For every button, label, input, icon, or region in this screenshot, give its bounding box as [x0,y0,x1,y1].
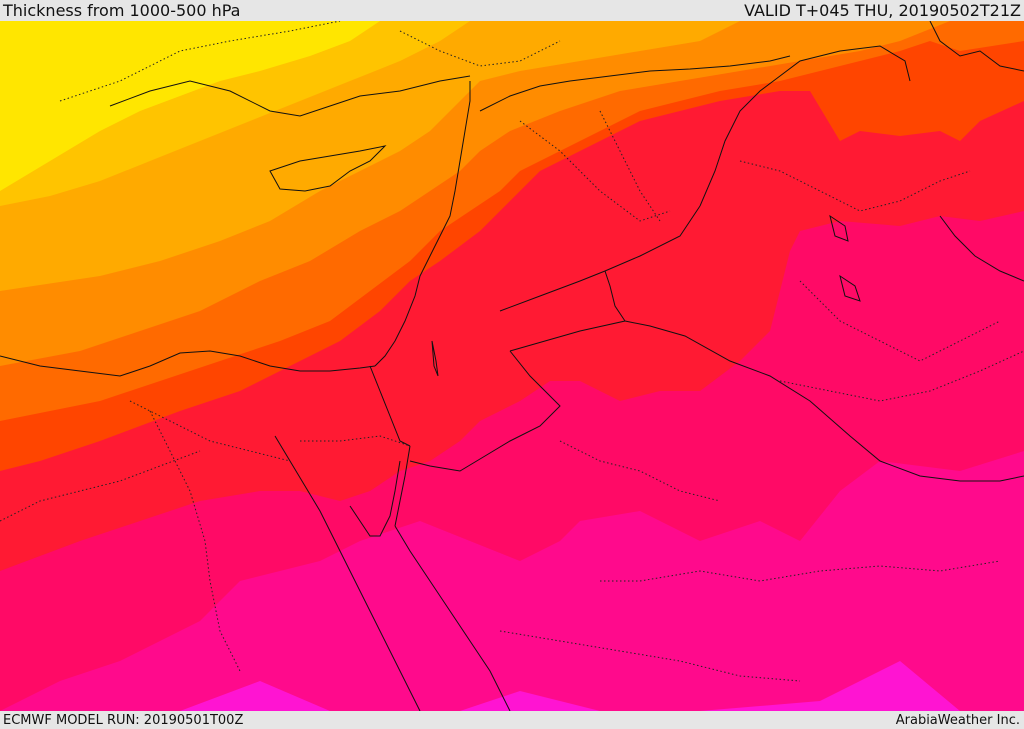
caspian-edge [929,21,1024,72]
lake-tharthar [829,214,849,242]
cyprus [269,145,387,192]
admin-line-14 [499,630,801,682]
lake-razazza [839,274,861,302]
country-borders [369,45,1024,482]
valid-time: VALID T+045 THU, 20190502T21Z [744,0,1021,20]
admin-line-8 [0,450,201,522]
admin-line-5 [739,160,971,212]
model-run: ECMWF MODEL RUN: 20190501T00Z [3,712,244,728]
red-sea-west [274,435,421,711]
persian-gulf [939,215,1024,282]
admin-line-12 [600,560,1001,582]
gulf-of-aqaba [394,445,411,527]
admin-line-3 [519,120,671,222]
turkey-syria-border [479,55,791,112]
dead-sea [431,340,439,377]
footer-bar: ECMWF MODEL RUN: 20190501T00Z ArabiaWeat… [0,711,1024,729]
admin-boundaries [0,21,1024,682]
admin-line-7 [129,400,291,462]
admin-line-9 [149,410,241,672]
header-bar: Thickness from 1000-500 hPa VALID T+045 … [0,0,1024,21]
arabia-coast [394,525,511,711]
admin-line-10 [300,435,411,447]
saudi-iraq-border [624,320,1024,482]
credit-text: ArabiaWeather Inc. [895,712,1020,728]
egypt-israel-border [369,365,411,447]
map-title: Thickness from 1000-500 hPa [3,0,241,20]
turkey-south-coast [109,75,471,117]
syria-iraq-border [699,45,911,207]
thickness-bands [0,21,1024,711]
jordan-southern-border [409,350,561,472]
band-1 [0,21,380,191]
coastlines [0,21,1024,711]
thickness-map[interactable] [0,21,1024,711]
red-sea-east [349,460,401,537]
admin-line-1 [59,21,341,102]
levant-coast [374,81,471,367]
admin-line-11 [559,440,721,502]
egypt-coast [0,350,376,377]
